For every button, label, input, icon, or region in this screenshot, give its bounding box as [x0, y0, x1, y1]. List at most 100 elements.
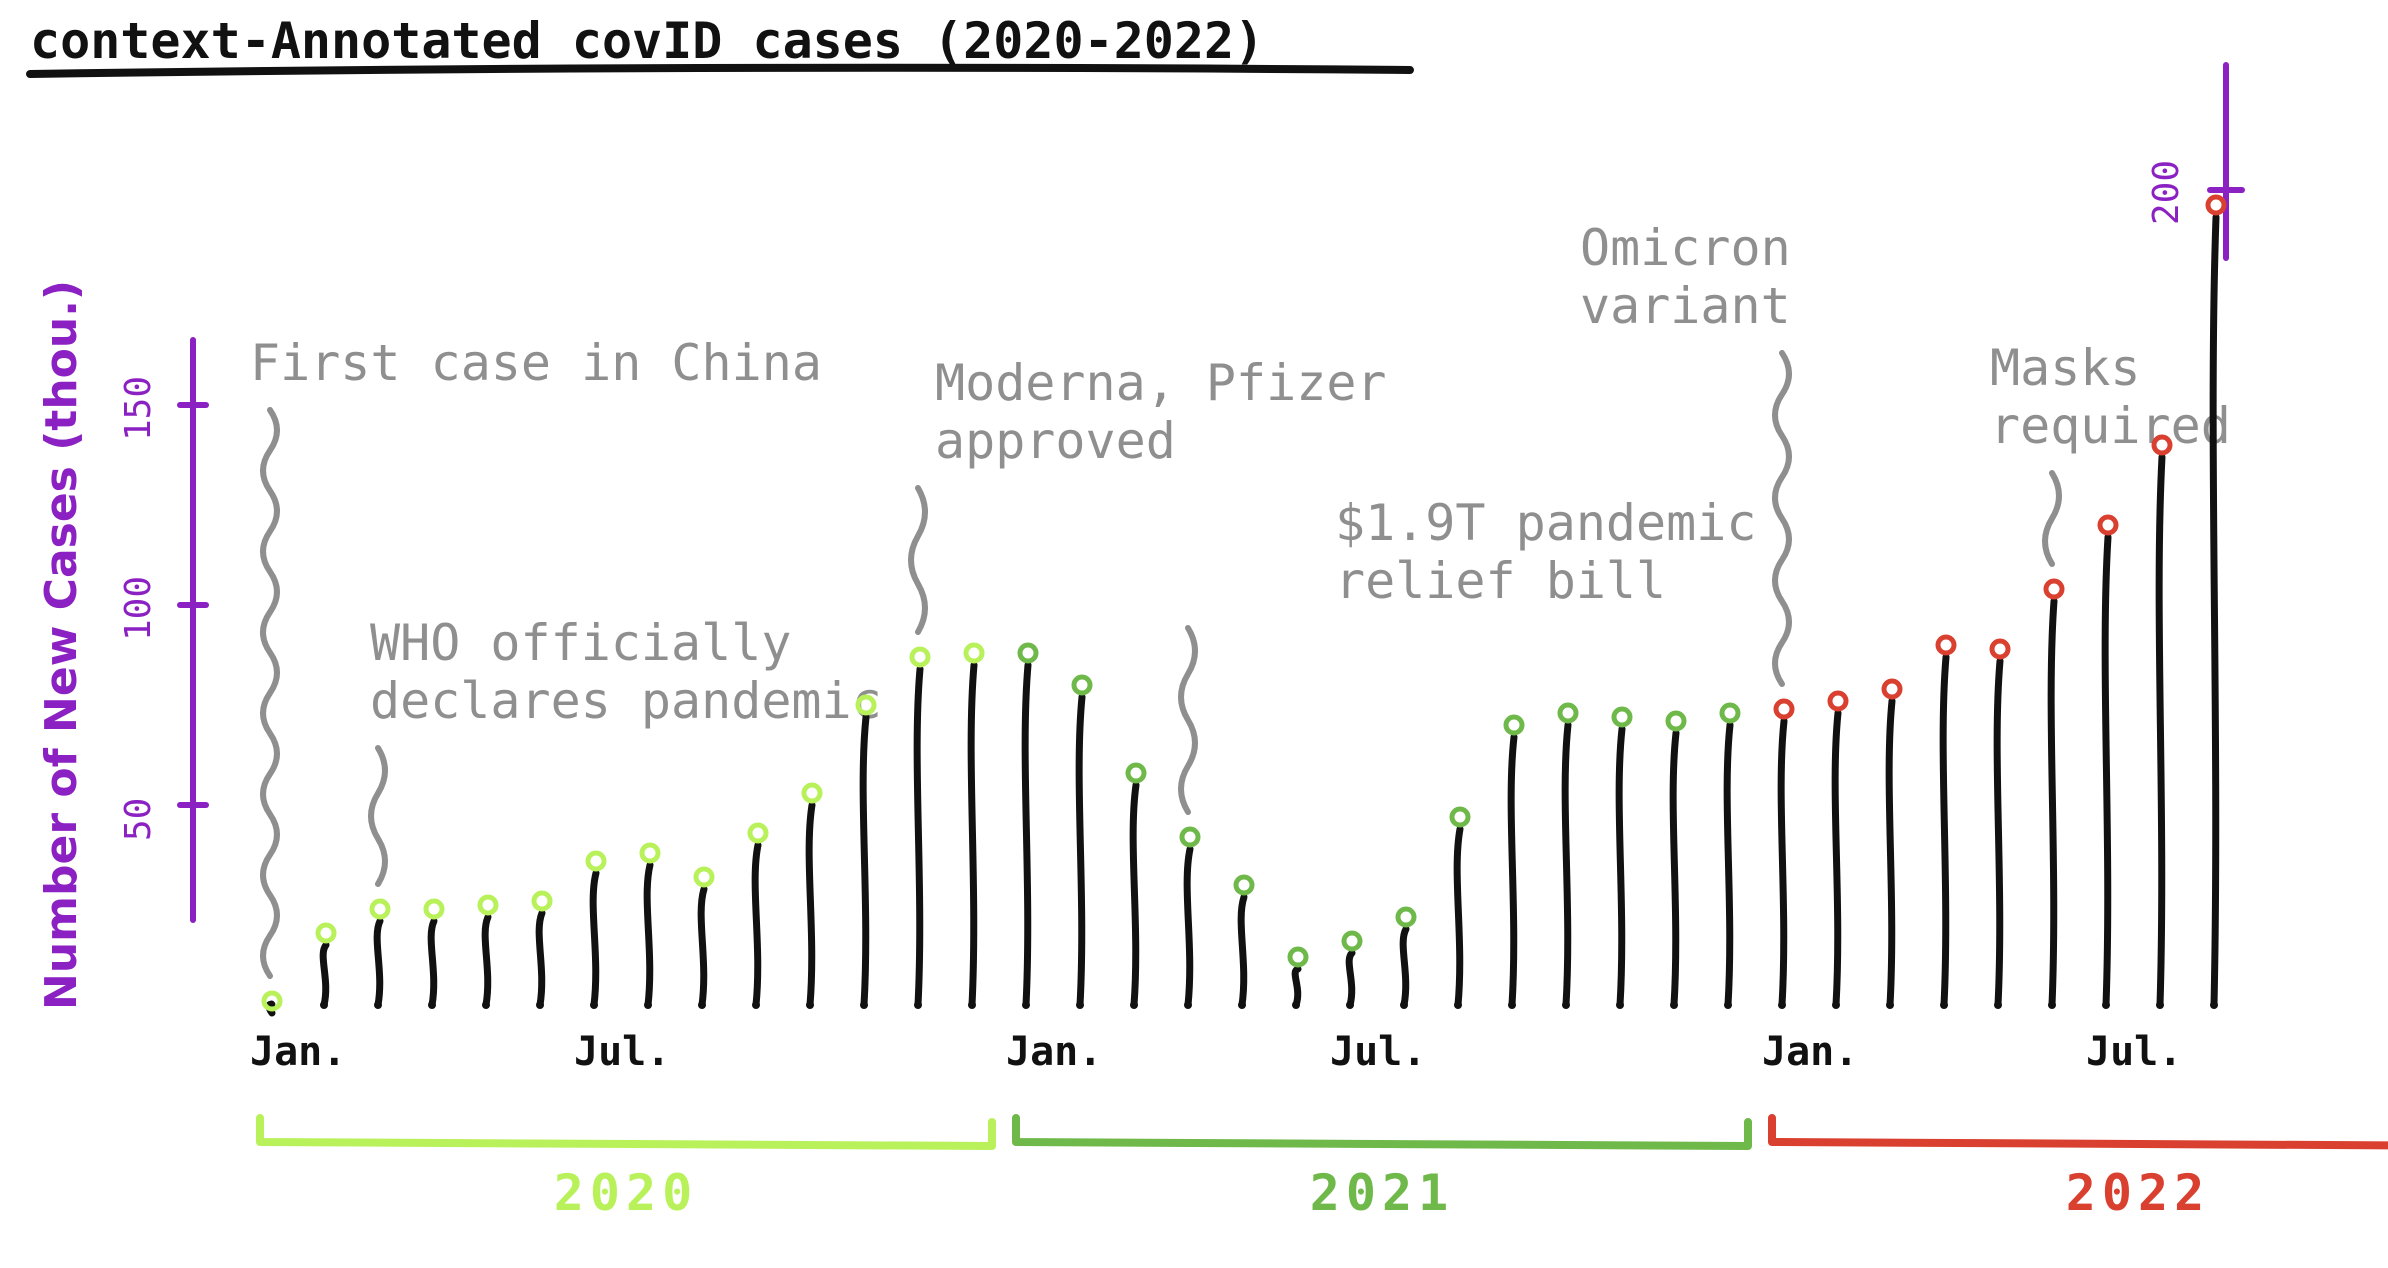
- stem-base-dot: [1616, 1001, 1624, 1009]
- data-point: [477, 894, 499, 916]
- annotation-text: First case in China: [250, 334, 822, 392]
- data-stem: [373, 917, 384, 1009]
- data-stem: [2209, 213, 2220, 1009]
- annotation-leader: [260, 407, 280, 979]
- data-point: [1179, 826, 1201, 848]
- x-tick-label: Jul.: [574, 1029, 670, 1075]
- data-point: [1503, 714, 1525, 736]
- stem-base-dot: [1076, 1001, 1084, 1009]
- data-point: [2151, 434, 2173, 456]
- stem-base-dot: [428, 1001, 436, 1009]
- y-tick-label: 100: [118, 576, 159, 641]
- stem-base-dot: [320, 1001, 328, 1009]
- data-stem: [1993, 657, 2004, 1009]
- data-stem: [2155, 453, 2166, 1009]
- year-bracket: [1012, 1114, 1752, 1150]
- data-point: [1665, 710, 1687, 732]
- x-tick-label: Jul.: [2086, 1029, 2182, 1075]
- data-stem: [859, 713, 870, 1009]
- stem-base-dot: [1130, 1001, 1138, 1009]
- stem-base-dot: [1508, 1001, 1516, 1009]
- data-point: [1287, 946, 1309, 968]
- annotation-text: variant: [1580, 277, 1791, 335]
- data-stem: [643, 861, 654, 1009]
- annotation-leader: [368, 745, 388, 887]
- chart-title: context-Annotated covID cases (2020-2022…: [30, 12, 1264, 70]
- stem-base-dot: [1400, 1001, 1408, 1009]
- data-point: [1125, 762, 1147, 784]
- data-stem: [1129, 781, 1140, 1009]
- data-point: [2043, 578, 2065, 600]
- year-brackets: 2020 2021 2022: [256, 1114, 2388, 1222]
- data-stem: [1615, 725, 1626, 1009]
- data-stem: [1183, 845, 1194, 1009]
- stem-base-dot: [2048, 1001, 2056, 1009]
- data-point: [531, 890, 553, 912]
- stem-base-dot: [482, 1001, 490, 1009]
- y-axis-label: Number of New Cases (thou.): [36, 280, 87, 1010]
- data-stem: [913, 665, 924, 1009]
- y-tick-label: 200: [2146, 160, 2187, 225]
- data-stem: [1237, 893, 1248, 1009]
- data-stem: [1291, 965, 1302, 1009]
- data-stem: [697, 885, 708, 1009]
- data-point: [1827, 690, 1849, 712]
- stem-base-dot: [1022, 1001, 1030, 1009]
- data-stem: [805, 801, 816, 1009]
- stem-base-dot: [1562, 1001, 1570, 1009]
- data-stem: [1021, 661, 1032, 1009]
- year-label: 2021: [1310, 1164, 1454, 1222]
- y-tick-label: 150: [118, 376, 159, 441]
- data-stem: [751, 841, 762, 1009]
- data-stem: [589, 869, 600, 1009]
- year-label: 2022: [2066, 1164, 2210, 1222]
- stem-base-dot: [1454, 1001, 1462, 1009]
- stem-base-dot: [2210, 1001, 2218, 1009]
- annotation-text: Moderna, Pfizer: [935, 354, 1387, 412]
- x-tick-label: Jan.: [250, 1029, 346, 1075]
- data-point: [963, 642, 985, 664]
- data-point: [423, 898, 445, 920]
- annotation-text: WHO officially: [370, 614, 791, 672]
- data-point: [2205, 194, 2227, 216]
- annotation-text: $1.9T pandemic: [1335, 494, 1756, 552]
- stem-base-dot: [1778, 1001, 1786, 1009]
- data-point: [1773, 698, 1795, 720]
- data-point: [2097, 514, 2119, 536]
- stem-base-dot: [590, 1001, 598, 1009]
- annotation-text: Masks: [1990, 339, 2141, 397]
- data-point: [1233, 874, 1255, 896]
- stem-base-dot: [1940, 1001, 1948, 1009]
- data-stem: [1345, 949, 1356, 1009]
- x-tick-label: Jan.: [1762, 1029, 1858, 1075]
- stem-base-dot: [2102, 1001, 2110, 1009]
- annotation-text: declares pandemic: [370, 672, 882, 730]
- annotation-leader: [2042, 470, 2062, 567]
- stem-base-dot: [1184, 1001, 1192, 1009]
- stem-base-dot: [968, 1001, 976, 1009]
- annotation-leader: [1772, 350, 1792, 687]
- year-bracket: [256, 1114, 996, 1150]
- annotation-text: approved: [935, 412, 1176, 470]
- data-stem: [1939, 653, 1950, 1009]
- data-point: [1719, 702, 1741, 724]
- stem-base-dot: [1886, 1001, 1894, 1009]
- year-label: 2020: [554, 1164, 698, 1222]
- data-stem: [1561, 721, 1572, 1009]
- data-point: [1935, 634, 1957, 656]
- stem-base-dot: [644, 1001, 652, 1009]
- annotations: First case in China WHO officiallydeclare…: [250, 219, 2231, 979]
- data-point: [747, 822, 769, 844]
- stem-base-dot: [806, 1001, 814, 1009]
- data-point: [261, 990, 283, 1012]
- data-stems: [261, 194, 2227, 1017]
- stem-base-dot: [1832, 1001, 1840, 1009]
- data-stem: [481, 913, 492, 1009]
- data-stem: [1777, 717, 1788, 1009]
- data-stem: [967, 661, 978, 1009]
- stem-base-dot: [860, 1001, 868, 1009]
- annotation-text: Omicron: [1580, 219, 1791, 277]
- data-point: [1395, 906, 1417, 928]
- stem-base-dot: [698, 1001, 706, 1009]
